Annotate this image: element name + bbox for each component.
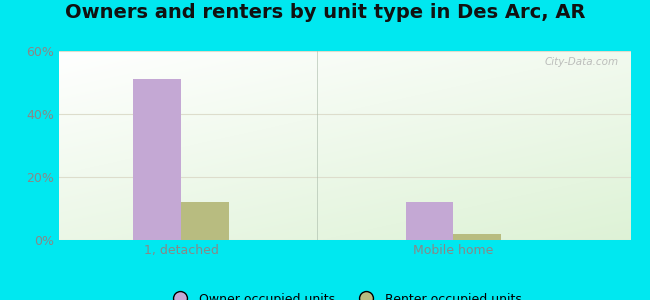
Bar xyxy=(133,79,181,240)
Text: Owners and renters by unit type in Des Arc, AR: Owners and renters by unit type in Des A… xyxy=(65,3,585,22)
Bar xyxy=(406,202,454,240)
Text: City-Data.com: City-Data.com xyxy=(545,57,619,67)
Bar xyxy=(181,202,229,240)
Legend: Owner occupied units, Renter occupied units: Owner occupied units, Renter occupied un… xyxy=(162,288,526,300)
Bar xyxy=(454,234,501,240)
